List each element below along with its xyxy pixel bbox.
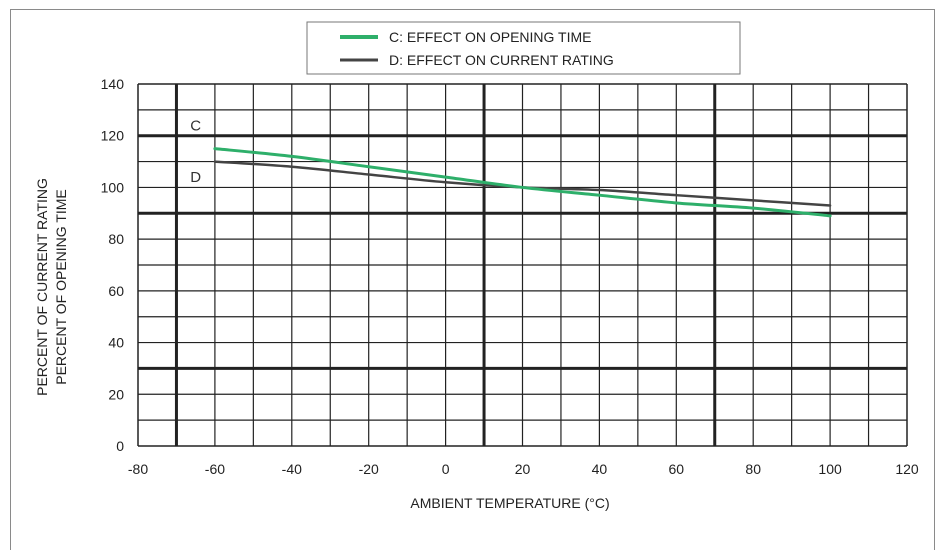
x-tick-label: -80 xyxy=(128,461,148,477)
x-tick-label: 80 xyxy=(745,461,761,477)
y-tick-label: 120 xyxy=(101,128,125,144)
x-tick-label: 40 xyxy=(592,461,608,477)
curve-letter-d: D xyxy=(190,169,201,186)
legend-box xyxy=(306,21,741,75)
y-tick-label: 100 xyxy=(101,179,125,195)
x-tick-label: 20 xyxy=(515,461,531,477)
curve-letter-c: C xyxy=(190,117,201,134)
x-tick-label: 0 xyxy=(442,461,450,477)
chart-frame xyxy=(10,9,935,550)
curve-letters: CD xyxy=(190,117,201,186)
y-tick-label: 40 xyxy=(108,335,124,351)
x-tick-label: -60 xyxy=(205,461,225,477)
x-axis-title: AMBIENT TEMPERATURE (°C) xyxy=(410,495,609,511)
x-tick-label: -20 xyxy=(359,461,379,477)
legend: C: EFFECT ON OPENING TIME D: EFFECT ON C… xyxy=(306,21,741,75)
y-axis-title-line2: PERCENT OF OPENING TIME xyxy=(53,189,69,385)
series-lines xyxy=(213,147,832,218)
x-tick-label: 120 xyxy=(895,461,919,477)
x-tick-label: 100 xyxy=(818,461,842,477)
y-tick-label: 80 xyxy=(108,231,124,247)
legend-label-d: D: EFFECT ON CURRENT RATING xyxy=(389,52,614,68)
chart: -80 -60 -40 -20 0 20 40 60 80 100 120 0 20 40 60 80 100 1… xyxy=(34,21,919,511)
x-tick-label: 60 xyxy=(669,461,685,477)
y-axis-title-line1: PERCENT OF CURRENT RATING xyxy=(34,178,50,396)
x-tick-label: -40 xyxy=(282,461,302,477)
legend-label-c: C: EFFECT ON OPENING TIME xyxy=(389,29,592,45)
y-tick-label: 60 xyxy=(108,283,124,299)
y-tick-label: 20 xyxy=(108,386,124,402)
y-tick-label: 0 xyxy=(116,438,124,454)
series-line-c xyxy=(213,147,832,218)
grid xyxy=(137,83,908,447)
tick-labels: -80 -60 -40 -20 0 20 40 60 80 100 120 0 20 40 60 80 100 1… xyxy=(101,76,919,477)
y-tick-label: 140 xyxy=(101,76,125,92)
